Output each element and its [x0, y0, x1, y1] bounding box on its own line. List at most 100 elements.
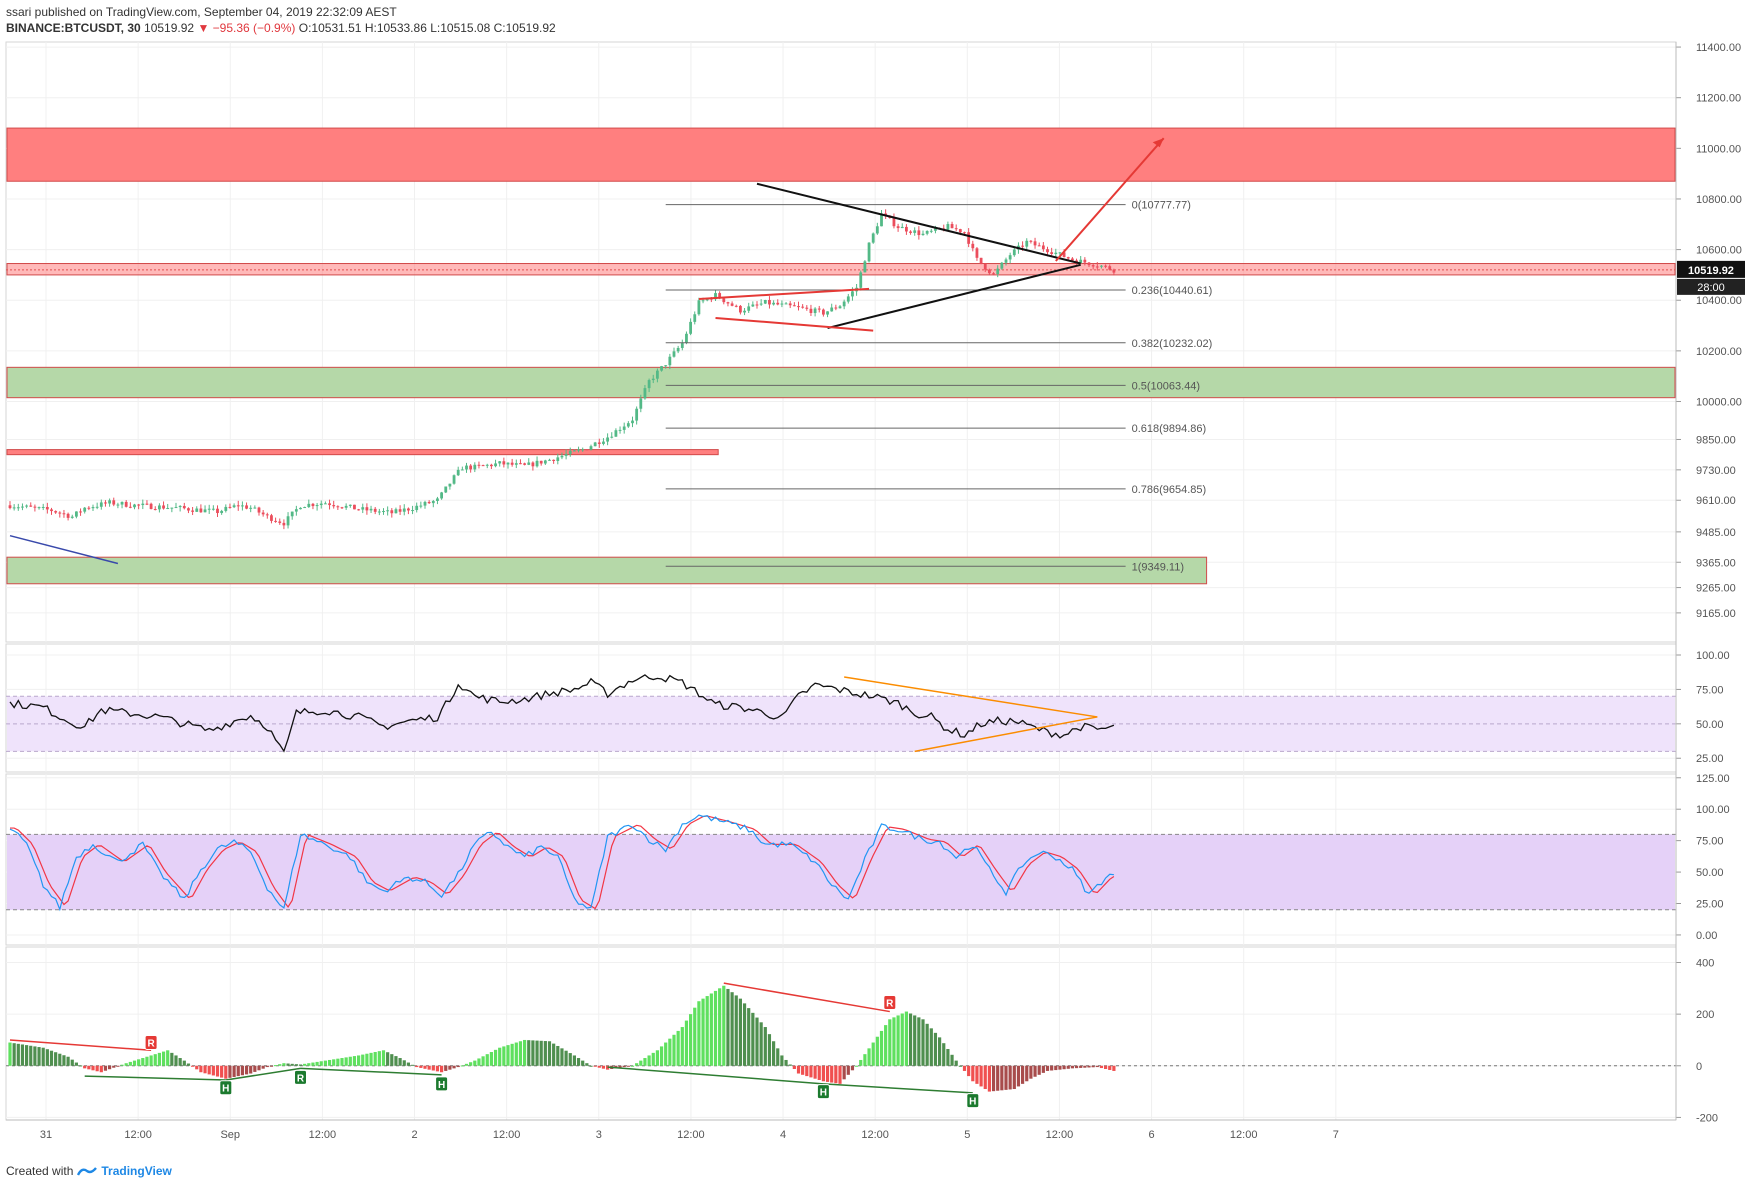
candle-body: [1012, 249, 1016, 256]
candle-body: [70, 516, 74, 518]
candle-body: [54, 511, 58, 513]
symbol-label[interactable]: BINANCE:BTCUSDT, 30: [6, 21, 141, 35]
macd-bar: [444, 1065, 448, 1071]
candle-body: [481, 465, 485, 467]
y-tick-label: 75.00: [1696, 836, 1724, 848]
macd-bar: [1112, 1065, 1116, 1071]
divergence-marker-label: R: [886, 999, 894, 1010]
candle-body: [315, 505, 319, 507]
macd-bar: [33, 1046, 37, 1066]
candle-body: [149, 503, 153, 510]
candle-body: [386, 510, 390, 512]
candle-body: [651, 378, 655, 381]
macd-bar: [630, 1065, 635, 1067]
candle-body: [436, 498, 439, 501]
y-tick-label: 100.00: [1696, 804, 1730, 816]
macd-bar: [510, 1043, 514, 1066]
macd-bar: [361, 1054, 365, 1066]
resistance-level-zone: [6, 449, 719, 456]
candle-body: [585, 449, 589, 451]
candle-body: [498, 461, 502, 464]
candle-body: [286, 516, 290, 526]
candle-body: [460, 469, 464, 471]
macd-bar: [1099, 1065, 1104, 1069]
candle-body: [759, 303, 763, 305]
candle-body: [203, 509, 207, 513]
ohlc-low: L:10515.08: [430, 21, 491, 35]
fib-level-label: 0.5(10063.44): [1132, 380, 1201, 392]
price-change: −95.36 (−0.9%): [212, 21, 296, 35]
macd-bar: [809, 1065, 813, 1078]
candle-body: [975, 248, 979, 258]
candle-body: [963, 232, 966, 234]
macd-bar: [713, 990, 718, 1066]
trendline-blue: [9, 534, 119, 565]
macd-bar: [759, 1022, 763, 1066]
macd-bar: [137, 1059, 141, 1066]
macd-bar: [825, 1065, 830, 1082]
candle-body: [880, 213, 883, 227]
candle-body: [137, 504, 141, 506]
candle-body: [241, 505, 244, 507]
macd-bar: [626, 1065, 630, 1067]
macd-bar: [925, 1023, 929, 1066]
macd-bar: [946, 1048, 950, 1066]
candle-body: [656, 370, 659, 379]
macd-bar: [8, 1042, 12, 1066]
macd-bar: [996, 1065, 1000, 1091]
x-tick-label: 31: [40, 1129, 52, 1141]
candle-body: [788, 303, 792, 306]
candle-body: [33, 506, 37, 508]
candle-body: [988, 269, 991, 274]
candle-body: [199, 508, 203, 513]
candle-body: [153, 509, 157, 511]
rsi-line: [9, 674, 1115, 753]
resistance-zone: [6, 127, 1676, 182]
candle-body: [278, 521, 282, 523]
candle-body: [1004, 259, 1008, 263]
macd-bar: [485, 1054, 489, 1066]
candle-body: [643, 388, 647, 399]
stoch-d-line: [10, 815, 1115, 910]
candle-body: [1041, 245, 1045, 250]
ohlc-open: O:10531.51: [298, 21, 362, 35]
macd-divergence-line: [9, 1039, 152, 1052]
macd-bar: [427, 1065, 431, 1070]
support-zone: [6, 556, 1208, 585]
candle-body: [162, 505, 165, 509]
macd-bar: [54, 1052, 58, 1066]
macd-bar: [568, 1053, 572, 1066]
candle-body: [905, 226, 908, 232]
candle-body: [257, 507, 261, 513]
macd-bar: [178, 1058, 182, 1066]
divergence-marker: [144, 1035, 158, 1051]
candle-body: [618, 429, 622, 431]
candle-body: [776, 302, 780, 305]
candle-body: [191, 510, 194, 512]
candle-body: [290, 511, 294, 517]
candle-body: [8, 505, 12, 509]
down-arrow-icon: ▼: [197, 21, 210, 35]
macd-divergence-line: [84, 1075, 226, 1081]
candle-body: [373, 508, 377, 512]
candle-body: [427, 501, 431, 504]
macd-bar: [830, 1065, 834, 1083]
candle-body: [892, 217, 896, 227]
candle-body: [415, 505, 419, 511]
y-tick-label: 11400.00: [1696, 42, 1741, 54]
macd-bar: [527, 1040, 531, 1066]
candle-body: [689, 321, 692, 334]
macd-bar: [203, 1065, 207, 1074]
candle-body: [660, 366, 663, 371]
macd-divergence-line: [225, 1067, 301, 1081]
footer-brand[interactable]: TradingView: [101, 1164, 172, 1178]
macd-bar: [651, 1052, 655, 1066]
y-tick-label: 125.00: [1696, 773, 1730, 785]
candle-body: [12, 507, 16, 509]
divergence-marker-label: H: [222, 1084, 229, 1095]
macd-bar: [211, 1065, 215, 1076]
macd-bar: [846, 1065, 850, 1075]
macd-bar: [1079, 1065, 1083, 1068]
macd-bar: [166, 1050, 170, 1066]
